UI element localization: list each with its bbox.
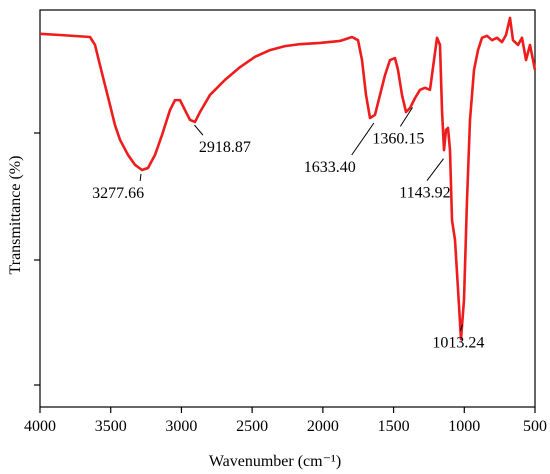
annotation-label: 1143.92 bbox=[399, 185, 450, 202]
annotation-leader bbox=[399, 107, 413, 127]
x-tick-label: 3000 bbox=[165, 418, 197, 435]
annotation-label: 1360.15 bbox=[372, 130, 424, 147]
annotation-leader bbox=[459, 324, 463, 331]
annotation-leader bbox=[426, 158, 444, 181]
plot-frame bbox=[39, 9, 536, 408]
x-tick-label: 2000 bbox=[307, 418, 339, 435]
annotation-label: 3277.66 bbox=[92, 185, 144, 202]
annotation-leader bbox=[139, 173, 142, 181]
x-tick-label: 3500 bbox=[95, 418, 127, 435]
x-tick-label: 1000 bbox=[448, 418, 480, 435]
annotation-leader bbox=[351, 122, 375, 156]
annotation-leader bbox=[194, 124, 204, 136]
x-axis-label: Wavenumber (cm⁻¹) bbox=[209, 453, 341, 470]
annotation-label: 1633.40 bbox=[304, 159, 356, 176]
spectrum-line bbox=[39, 16, 537, 341]
x-tick-label: 500 bbox=[523, 418, 547, 435]
x-tick-label: 1500 bbox=[378, 418, 410, 435]
annotation-label: 2918.87 bbox=[199, 139, 251, 156]
y-axis-label: Transmittance (%) bbox=[7, 156, 24, 275]
x-tick-label: 2500 bbox=[236, 418, 268, 435]
x-tick-label: 4000 bbox=[24, 418, 56, 435]
annotation-label: 1013.24 bbox=[432, 335, 484, 352]
